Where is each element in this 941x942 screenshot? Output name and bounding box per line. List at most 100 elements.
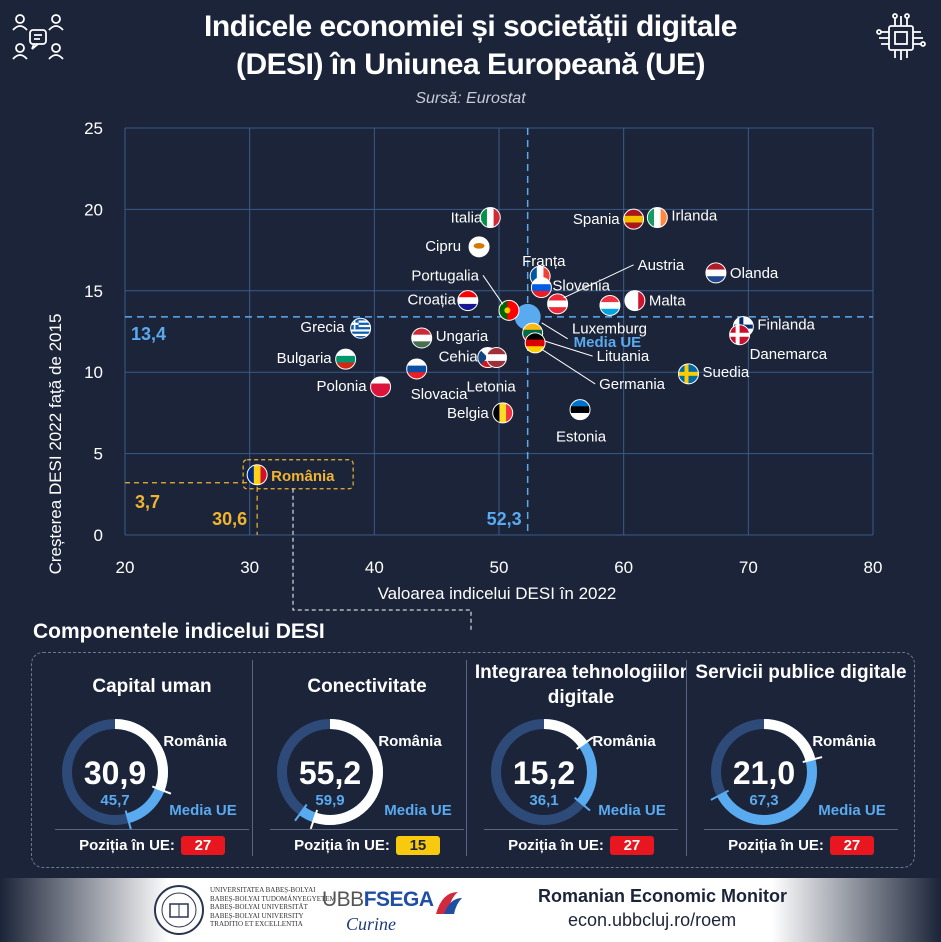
x-tick-label: 70: [739, 558, 758, 577]
point-label: Spania: [573, 211, 620, 228]
components-title: Componentele indicelui DESI: [33, 620, 325, 643]
point-sk: Slovacia: [406, 358, 468, 403]
point-si: Slovenia: [530, 277, 611, 299]
axis-ticks: 20 30 40 50 60 70 80 0 5 10 15 20 25: [84, 119, 882, 577]
card-separator: [466, 660, 467, 856]
romania-legend-label: România: [378, 733, 442, 750]
university-name-line: TRADITIO ET EXCELLENTIA: [210, 920, 303, 928]
point-label: Lituania: [597, 348, 650, 365]
monitor-title: Romanian Economic Monitor: [538, 886, 788, 906]
eu-average-x-value: 52,3: [487, 509, 522, 529]
point-label: Cipru: [425, 238, 461, 255]
component-donut: 21,067,3 România Media UE: [710, 719, 886, 825]
rank-label: Poziția în UE:: [79, 837, 175, 854]
component-card: Servicii publice digitale 21,0 67,3 România…: [692, 652, 910, 866]
romania-value: 55,2: [299, 755, 361, 791]
rank-divider: [270, 829, 464, 830]
point-hr: Croația: [407, 290, 479, 312]
point-label: Bulgaria: [277, 350, 333, 367]
rank-divider: [484, 829, 678, 830]
rank-badge: 15: [395, 836, 440, 855]
university-name-line: BABEȘ-BOLYAI TUDOMÁNYEGYETEM: [210, 894, 336, 903]
card-title: Integrarea tehnologiilor digitale: [474, 662, 688, 708]
monitor-url: econ.ubbcluj.ro/roem: [568, 910, 737, 930]
card-title: Servicii publice digitale: [695, 662, 907, 683]
rank-row: Poziția în UE: 27: [692, 836, 910, 855]
point-it: Italia: [451, 207, 501, 229]
point-label: Germania: [599, 376, 666, 393]
x-tick-label: 40: [365, 558, 384, 577]
card-title: Conectivitate: [307, 676, 427, 697]
point-leader-line: [563, 264, 634, 299]
fsega-emblem-icon: [436, 892, 462, 914]
fsega-logo-text: FSEGA: [363, 888, 434, 911]
point-gr: Grecia: [300, 317, 372, 339]
desi-scatter-chart: 20 30 40 50 60 70 80 0 5 10 15 20 25 Valoarea indice…: [46, 119, 882, 630]
point-label: Polonia: [317, 378, 368, 395]
point-be: Belgia: [447, 402, 514, 424]
romania-legend-label: România: [163, 733, 227, 750]
point-label: Letonia: [467, 379, 517, 396]
rank-divider: [55, 829, 249, 830]
rank-row: Poziția în UE: 27: [472, 836, 690, 855]
component-donut: 55,259,9 România Media UE: [277, 719, 452, 830]
component-card: Conectivitate 55,2 59,9 România Media UE Pozi…: [258, 652, 476, 866]
eu-tick: [124, 810, 132, 831]
university-name-line: UNIVERSITATEA BABEȘ-BOLYAI: [210, 886, 316, 894]
donut-romania-arc: [62, 719, 168, 825]
eu-value: 45,7: [100, 792, 129, 809]
card-title: Capital uman: [92, 676, 212, 697]
component-donut: 15,236,1 România Media UE: [491, 719, 666, 825]
x-tick-label: 50: [490, 558, 509, 577]
eu-average-leader: [541, 322, 568, 340]
ubb-fsega-logo: UBBFSEGA: [322, 888, 434, 912]
eu-value: 36,1: [529, 792, 558, 809]
eu-legend-label: Media UE: [598, 802, 666, 819]
point-label: Ungaria: [436, 328, 489, 345]
eu-average-y-value: 13,4: [131, 324, 166, 344]
eu-legend-label: Media UE: [169, 802, 237, 819]
y-tick-label: 0: [94, 526, 103, 545]
eu-legend-label: Media UE: [818, 802, 886, 819]
university-seal-icon: [154, 885, 204, 935]
point-dk: Danemarca: [729, 324, 828, 363]
country-points: Italia Spania Irlanda Cipru Franța Slovenia Au…: [246, 207, 828, 486]
romania-value: 21,0: [733, 755, 795, 791]
x-tick-label: 60: [614, 558, 633, 577]
reference-lines: Media UE 13,4 52,3 3,7 30,6: [125, 128, 873, 630]
donut-romania-arc: [277, 719, 383, 825]
y-tick-label: 25: [84, 119, 103, 138]
y-tick-label: 15: [84, 282, 103, 301]
people-network-icon: [12, 14, 64, 60]
point-ee: Estonia: [556, 399, 607, 446]
point-label: Estonia: [556, 429, 607, 446]
x-tick-label: 80: [864, 558, 883, 577]
point-cy: Cipru: [425, 236, 490, 258]
point-label: Italia: [451, 210, 483, 227]
eu-value: 67,3: [749, 792, 778, 809]
x-tick-label: 20: [116, 558, 135, 577]
ubb-logo-text: UBB: [322, 888, 364, 911]
rank-badge: 27: [609, 836, 654, 855]
point-lu: Luxemburg: [572, 294, 647, 337]
signature-logo: Curine: [346, 914, 397, 934]
university-name-line: BABEȘ-BOLYAI UNIVERSITÄT: [210, 903, 308, 911]
romania-value: 30,9: [84, 755, 146, 791]
source-label: Sursă: Eurostat: [415, 90, 526, 107]
romania-tick: [151, 785, 172, 795]
point-label: Franța: [522, 253, 566, 270]
point-label: Suedia: [702, 364, 749, 381]
component-card: Integrarea tehnologiilor digitale 15,2 36,…: [472, 652, 690, 866]
point-label: Belgia: [447, 405, 489, 422]
point-label: Irlanda: [671, 208, 718, 225]
point-label: România: [271, 468, 335, 485]
point-label: Olanda: [730, 265, 779, 282]
romania-value: 15,2: [513, 755, 575, 791]
y-tick-label: 5: [94, 445, 103, 464]
point-label: Danemarca: [750, 346, 828, 363]
point-ro: România: [246, 464, 335, 486]
point-label: Luxemburg: [572, 320, 647, 337]
point-ie: Irlanda: [646, 207, 718, 229]
rank-row: Poziția în UE: 27: [43, 836, 261, 855]
romania-legend-label: România: [812, 733, 876, 750]
